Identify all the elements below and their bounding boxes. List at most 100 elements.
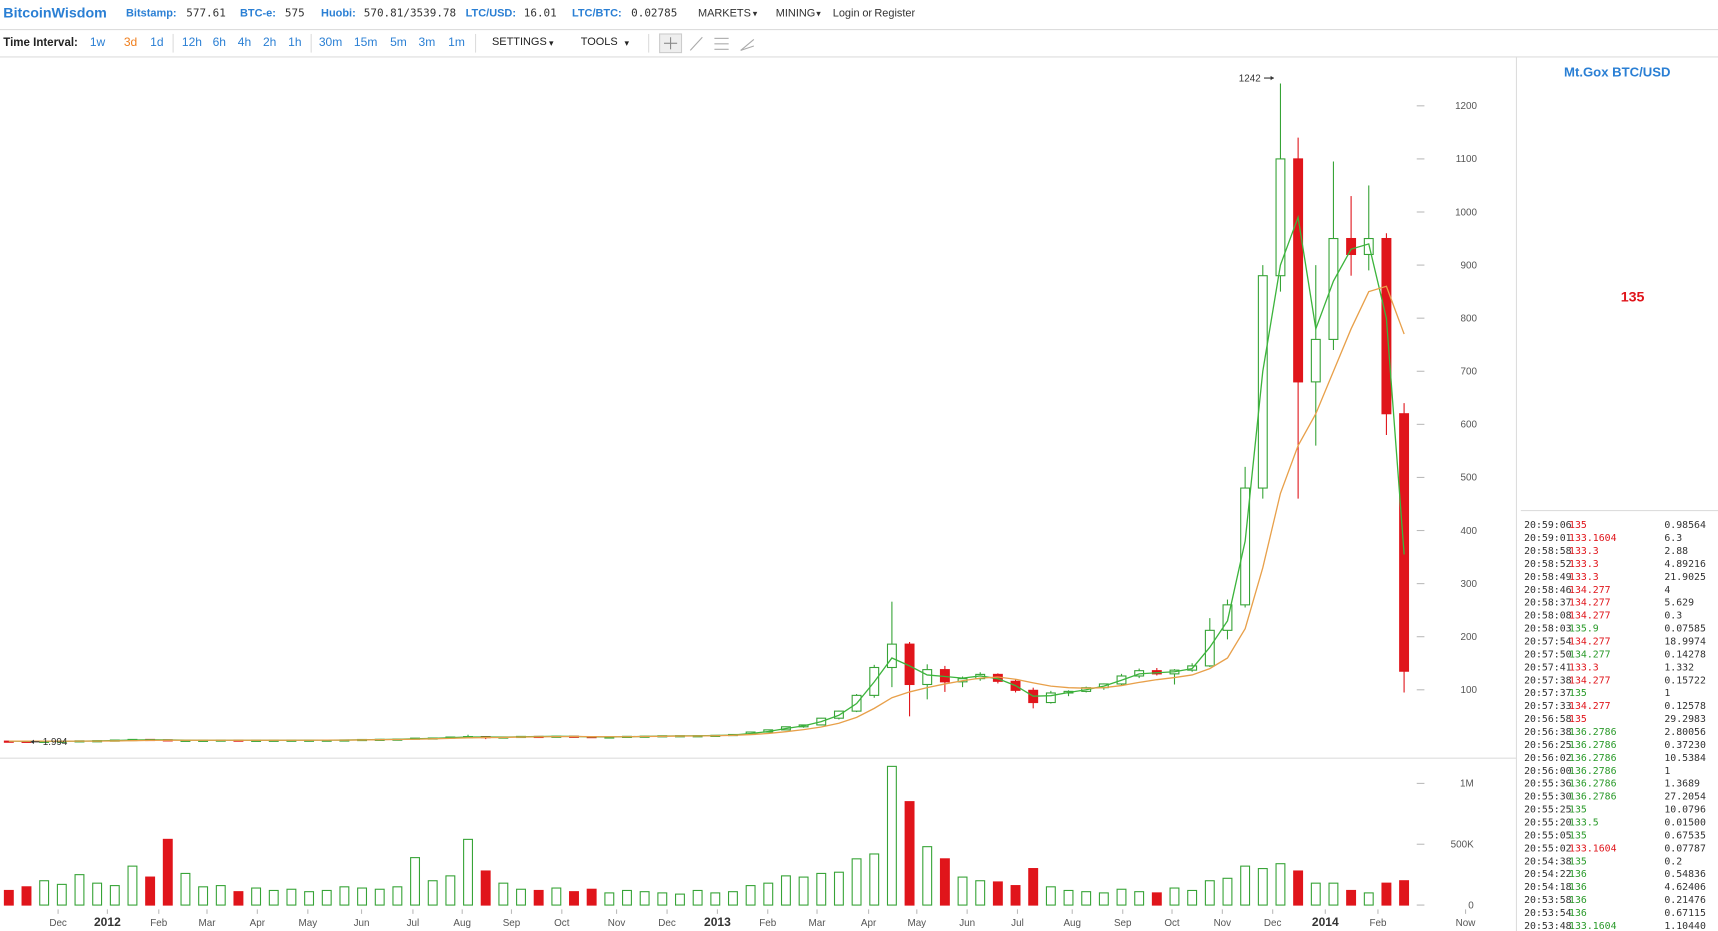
- trade-time: 20:54:22: [1524, 869, 1572, 880]
- trade-amount: 1.3689: [1664, 779, 1700, 790]
- candle-body: [1240, 487, 1251, 606]
- x-tick-label: Nov: [1214, 918, 1232, 929]
- trade-price: 135: [1569, 688, 1587, 699]
- volume-bar: [304, 891, 315, 906]
- x-tick-label: 2013: [704, 915, 731, 929]
- interval-button[interactable]: 12h: [181, 36, 203, 50]
- interval-button[interactable]: 30m: [318, 36, 343, 50]
- volume-bar: [3, 889, 14, 906]
- volume-bar: [56, 883, 67, 906]
- volume-bar: [233, 891, 244, 906]
- min-arrowhead: [30, 739, 34, 745]
- toolbar-icons[interactable]: [659, 33, 755, 54]
- brand[interactable]: BitcoinWisdom: [3, 4, 107, 21]
- trade-price: 134.277: [1569, 585, 1611, 596]
- y-tick-label: 1200: [1455, 101, 1477, 112]
- volume-bar: [692, 889, 703, 906]
- x-tick-label: Now: [1456, 918, 1477, 929]
- toolbar-menu[interactable]: TOOLS: [580, 36, 618, 49]
- interval-button[interactable]: 1h: [288, 36, 302, 50]
- trade-time: 20:56:38: [1524, 727, 1572, 738]
- volume-bar: [1169, 887, 1180, 906]
- ticker-value: 16.01: [523, 7, 557, 20]
- menu[interactable]: MINING: [775, 7, 816, 20]
- volume-bar: [798, 876, 809, 906]
- candle-body: [1222, 604, 1233, 631]
- toolbar-menu[interactable]: SETTINGS: [491, 36, 547, 49]
- trade-amount: 0.2: [1664, 856, 1682, 867]
- trade-amount: 10.5384: [1664, 753, 1706, 764]
- volume-bar: [145, 876, 156, 906]
- register-link[interactable]: Register: [874, 7, 916, 20]
- volume-bar: [251, 887, 262, 906]
- trade-price: 134.277: [1569, 598, 1611, 609]
- volume-bar: [498, 882, 509, 906]
- fan-tool[interactable]: [740, 39, 755, 51]
- ticker-label[interactable]: BTC-e:: [239, 7, 276, 20]
- interval-button[interactable]: 1d: [150, 36, 164, 50]
- x-tick-label: Sep: [503, 918, 521, 929]
- interval-button[interactable]: 6h: [212, 36, 226, 50]
- menu[interactable]: MARKETS: [697, 7, 751, 20]
- trade-price: 134.277: [1569, 675, 1611, 686]
- interval-button[interactable]: 15m: [353, 36, 378, 50]
- volume-bar: [1240, 865, 1251, 906]
- volume-tick-label: 0: [1468, 900, 1474, 911]
- interval-button[interactable]: 3m: [418, 36, 436, 50]
- trade-price: 136: [1569, 895, 1587, 906]
- trade-amount: 4.62406: [1664, 882, 1706, 893]
- volume-bar: [410, 857, 421, 906]
- trade-time: 20:58:49: [1524, 572, 1572, 583]
- login-link[interactable]: Login: [832, 7, 860, 20]
- trade-amount: 1: [1664, 766, 1670, 777]
- interval-button[interactable]: 3d: [123, 36, 138, 50]
- volume-bar: [1204, 880, 1215, 906]
- x-tick-label: Apr: [250, 918, 266, 929]
- trade-time: 20:58:58: [1524, 546, 1572, 557]
- x-tick-label: Oct: [554, 918, 570, 929]
- volume-bar: [1187, 889, 1198, 906]
- interval-button[interactable]: 2h: [262, 36, 277, 50]
- x-tick-label: Dec: [658, 918, 676, 929]
- volume-bar: [92, 882, 103, 906]
- menu-caret: ▾: [624, 38, 629, 49]
- trade-amount: 0.98564: [1664, 520, 1706, 531]
- trade-time: 20:55:02: [1524, 843, 1572, 854]
- ticker-label[interactable]: LTC/USD:: [465, 7, 516, 20]
- volume-bar: [268, 889, 279, 906]
- ticker-label[interactable]: Huobi:: [321, 7, 356, 20]
- volume-bar: [922, 846, 933, 906]
- trade-price: 136: [1569, 882, 1587, 893]
- interval-button[interactable]: 1m: [448, 36, 465, 50]
- volume-bar: [286, 888, 297, 906]
- line-tool[interactable]: [689, 36, 703, 51]
- interval-button[interactable]: 4h: [237, 36, 252, 50]
- trade-amount: 6.3: [1664, 533, 1682, 544]
- ticker-value: 577.61: [186, 7, 226, 20]
- trade-amount: 0.54836: [1664, 869, 1706, 880]
- trade-price: 135.9: [1569, 624, 1599, 635]
- max-arrowhead: [1270, 75, 1274, 81]
- trade-price: 135: [1569, 520, 1587, 531]
- volume-bar: [321, 889, 332, 906]
- interval-button[interactable]: 1w: [89, 36, 106, 50]
- volume-bar: [1151, 892, 1162, 906]
- volume-bar: [198, 886, 209, 906]
- trade-price: 136.2786: [1569, 779, 1617, 790]
- x-tick-label: Dec: [49, 918, 67, 929]
- y-tick-label: 100: [1461, 685, 1478, 696]
- x-tick-label: Mar: [809, 918, 827, 929]
- volume-bar: [957, 876, 968, 906]
- trade-price: 133.3: [1569, 662, 1599, 673]
- trade-amount: 0.3: [1664, 611, 1682, 622]
- trade-time: 20:58:08: [1524, 611, 1572, 622]
- candle-body: [1399, 413, 1410, 672]
- interval-button[interactable]: 5m: [390, 36, 407, 50]
- trade-time: 20:54:18: [1524, 882, 1572, 893]
- trade-time: 20:53:58: [1524, 895, 1572, 906]
- ticker-value: 575: [284, 7, 305, 20]
- volume-bar: [710, 892, 721, 906]
- ticker-label[interactable]: LTC/BTC:: [571, 7, 622, 20]
- ticker-label[interactable]: Bitstamp:: [126, 7, 177, 20]
